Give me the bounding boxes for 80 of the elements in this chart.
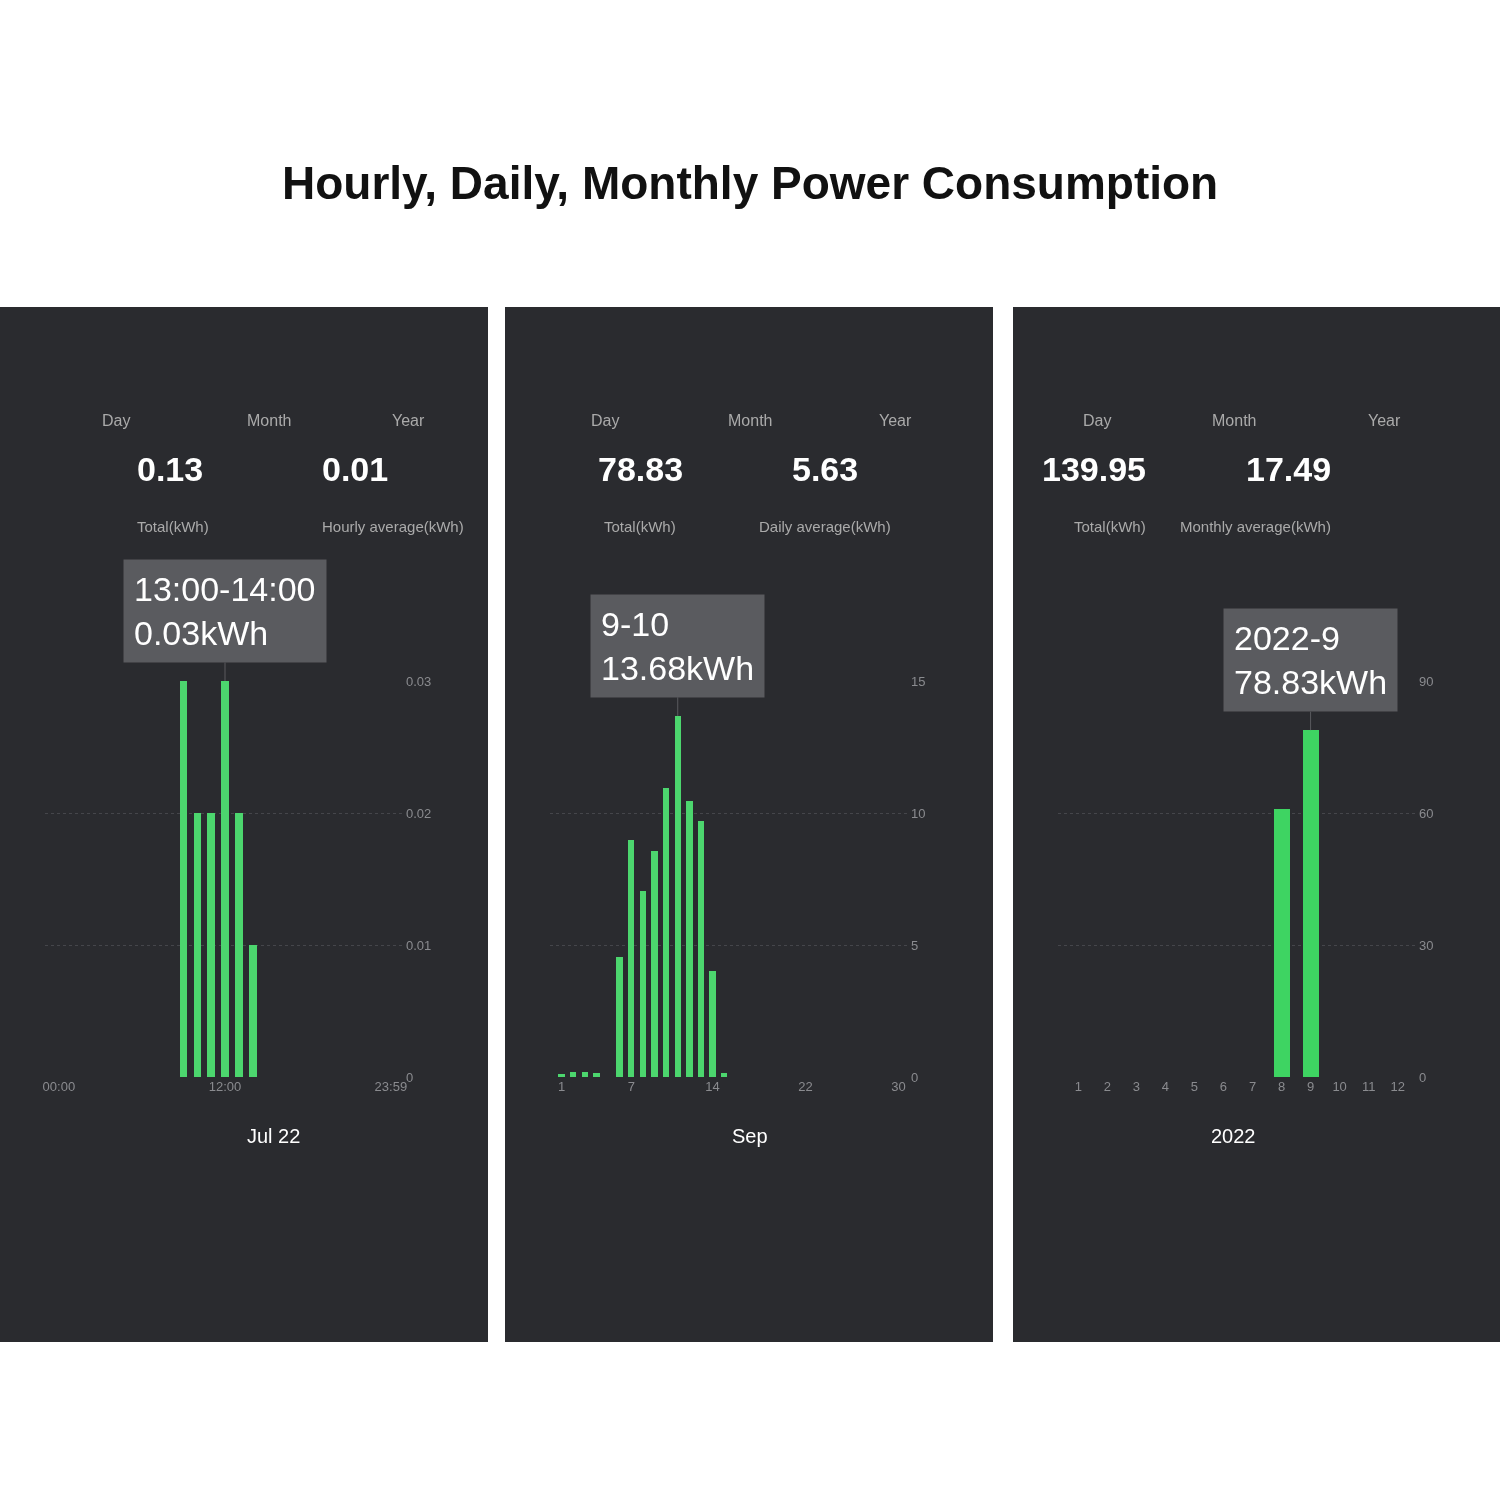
text: Year [879,412,912,429]
bar [675,716,681,1077]
text: 0.13 [137,450,204,488]
bar [616,957,623,1077]
bar [570,1072,576,1077]
bar [709,971,716,1077]
text: 78.83 [598,450,684,488]
text: Year [1368,412,1401,429]
bar [721,1073,727,1077]
bar [194,813,201,1077]
x-tick-label: 12:00 [208,1079,242,1094]
y-tick-label: 0 [1419,1069,1427,1085]
text: Total(kWh) [1074,518,1146,535]
x-tick-label: 23:59 [374,1079,408,1094]
text: Hourly, Daily, Monthly Power Consumption [282,157,1219,209]
text: Hourly average(kWh) [322,518,464,535]
x-tick-label: 1 [1074,1079,1082,1094]
text: 0.01 [322,450,389,488]
y-tick-label: 0 [406,1069,414,1085]
annotation: 9-10 13.68kWh [601,605,755,688]
bar [180,681,187,1077]
text: Jul 22 [247,1125,301,1147]
x-tick-label: 3 [1132,1079,1141,1094]
text: Year [392,412,425,429]
bar [686,801,693,1077]
x-tick-label: 12 [1390,1079,1405,1094]
x-tick-label: 6 [1219,1079,1228,1094]
y-tick-label: 15 [911,673,926,689]
x-tick-label: 2 [1103,1079,1111,1094]
x-tick-label: 00:00 [42,1079,76,1094]
x-tick-label: 14 [705,1079,720,1094]
bar [640,891,646,1077]
x-tick-label: 7 [627,1079,635,1094]
x-tick-label: 8 [1277,1079,1286,1094]
y-tick-label: 0 [911,1069,919,1085]
annotation: 2022-9 78.83kWh [1234,619,1388,702]
x-tick-label: 22 [798,1079,813,1094]
bar [651,851,658,1077]
bar [593,1073,600,1077]
x-tick-label: 7 [1248,1079,1257,1094]
x-tick-label: 10 [1332,1079,1347,1094]
x-tick-label: 4 [1161,1079,1170,1094]
text: Total(kWh) [604,518,676,535]
x-tick-label: 1 [557,1079,566,1094]
text: 5.63 [792,450,859,488]
y-tick-label: 10 [911,805,926,821]
text: 17.49 [1246,450,1332,488]
annotation: 13:00-14:00 0.03kWh [134,570,316,653]
y-tick-label: 0.01 [406,937,432,953]
bar [698,821,704,1077]
bar [663,788,669,1077]
bar [558,1074,565,1077]
x-tick-label: 30 [891,1079,906,1094]
text: 2022 [1211,1125,1256,1147]
text: Monthly average(kWh) [1180,518,1331,535]
text: Month [728,412,773,429]
bar [207,813,215,1077]
bar [582,1072,588,1077]
y-tick-label: 60 [1419,805,1434,821]
text: Month [1212,412,1257,429]
x-tick-label: 9 [1306,1079,1315,1094]
x-tick-label: 5 [1190,1079,1199,1094]
bar [249,945,257,1077]
text: Daily average(kWh) [759,518,891,535]
text: 139.95 [1042,450,1146,488]
text: Total(kWh) [137,518,209,535]
text: Month [247,412,292,429]
x-tick-label: 11 [1361,1079,1376,1094]
y-tick-label: 0.02 [406,805,432,821]
text: Day [591,412,620,429]
y-tick-label: 5 [911,937,919,953]
y-tick-label: 90 [1419,673,1434,689]
y-tick-label: 30 [1419,937,1434,953]
y-tick-label: 0.03 [406,673,432,689]
bar [628,840,634,1077]
bar [221,681,229,1077]
text: Day [102,412,131,429]
text: Day [1083,412,1112,429]
bar [235,813,243,1077]
text: Sep [732,1125,768,1147]
